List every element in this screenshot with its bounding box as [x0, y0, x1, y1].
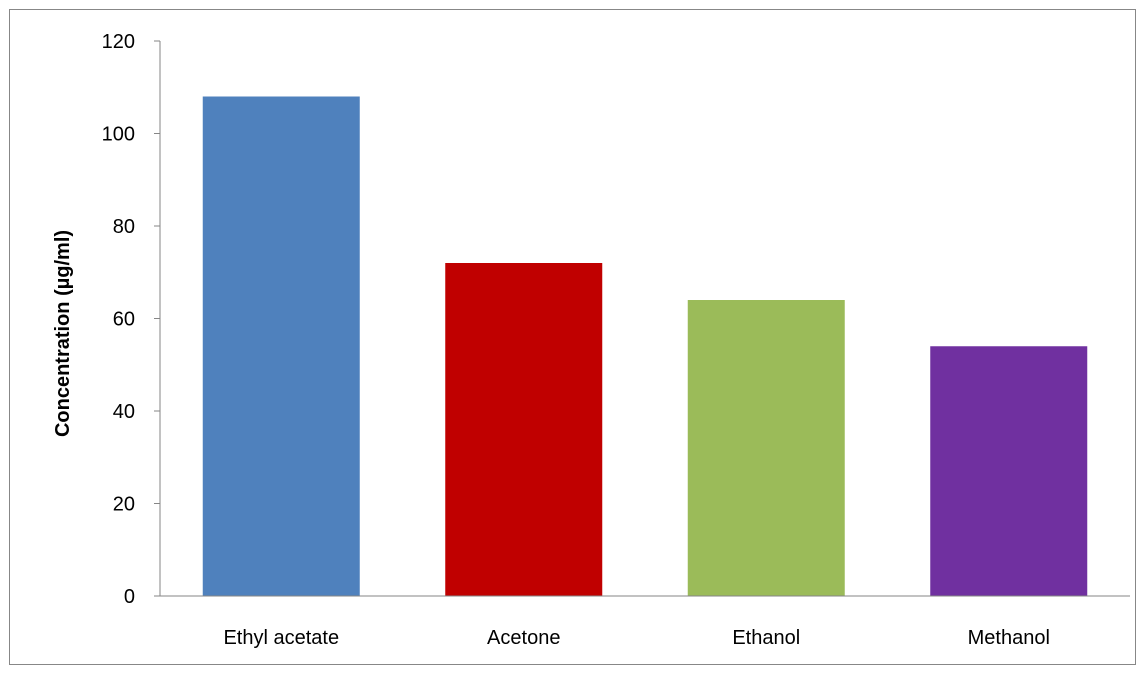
y-tick-label: 20: [113, 494, 135, 516]
y-tick-label: 60: [113, 309, 135, 331]
y-axis-title: Concentration (µg/ml): [52, 230, 74, 437]
x-axis-labels: Ethyl acetate Acetone Ethanol Methanol: [223, 627, 1049, 649]
y-tick-label: 40: [113, 401, 135, 423]
y-tick-label: 0: [124, 586, 135, 608]
x-tick-label: Ethyl acetate: [223, 627, 339, 649]
bars: [202, 96, 1088, 596]
y-tick-label: 80: [113, 216, 135, 238]
y-tick-label: 100: [102, 124, 135, 146]
bar-ethyl-acetate: [202, 96, 360, 596]
x-tick-label: Ethanol: [732, 627, 800, 649]
bar-acetone: [445, 263, 603, 596]
y-tick-label: 120: [102, 31, 135, 53]
bar-ethanol: [687, 300, 845, 596]
y-axis-ticks: 0 20 40 60 80 100 120: [102, 31, 160, 608]
bar-methanol: [930, 346, 1088, 596]
x-tick-label: Acetone: [487, 627, 560, 649]
x-tick-label: Methanol: [968, 627, 1050, 649]
